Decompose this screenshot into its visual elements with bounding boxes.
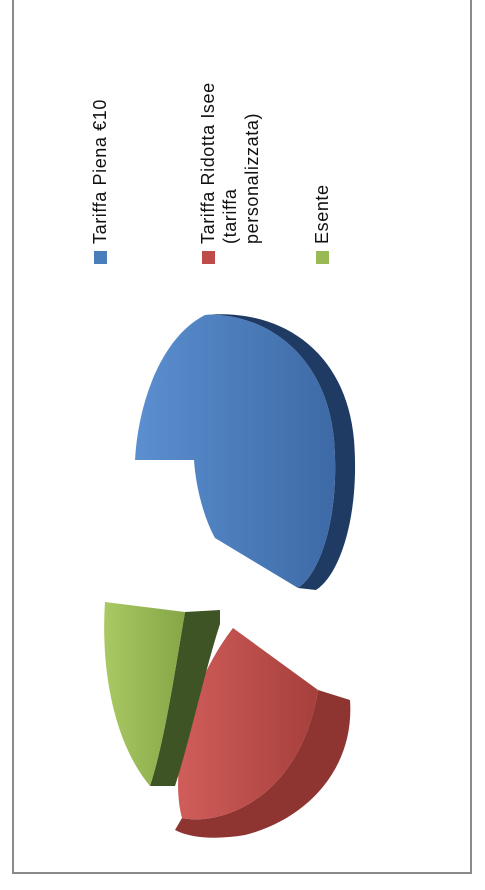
legend-item-1: Tariffa Piena €10 — [90, 99, 110, 264]
slice-esente-side — [150, 610, 220, 786]
legend-item-3: Esente — [312, 184, 332, 264]
legend-label-1-line-1: Tariffa Piena €10 — [90, 99, 110, 244]
legend-swatch-1 — [94, 251, 107, 264]
slice-tariffa-ridotta — [175, 628, 351, 838]
slice-tariffa-ridotta-side — [175, 690, 351, 838]
slice-tariffa-ridotta-top — [178, 628, 318, 820]
legend-item-2: Tariffa Ridotta Isee (tariffa personalizza… — [198, 82, 262, 264]
slice-esente-top — [104, 602, 185, 786]
legend-label-3-line-1: Esente — [312, 184, 332, 244]
chart-legend: Tariffa Piena €10 Tariffa Ridotta Isee (ta… — [90, 82, 332, 264]
legend-swatch-3 — [316, 251, 329, 264]
slice-esente — [104, 602, 220, 786]
legend-label-2-line-2: (tariffa — [220, 188, 240, 244]
legend-label-2-line-3: personalizzata) — [242, 113, 262, 244]
legend-label-2-line-1: Tariffa Ridotta Isee — [198, 82, 218, 244]
legend-swatch-2 — [202, 251, 215, 264]
slice-tariffa-piena — [135, 314, 356, 590]
slice-tariffa-piena-top — [135, 314, 336, 588]
